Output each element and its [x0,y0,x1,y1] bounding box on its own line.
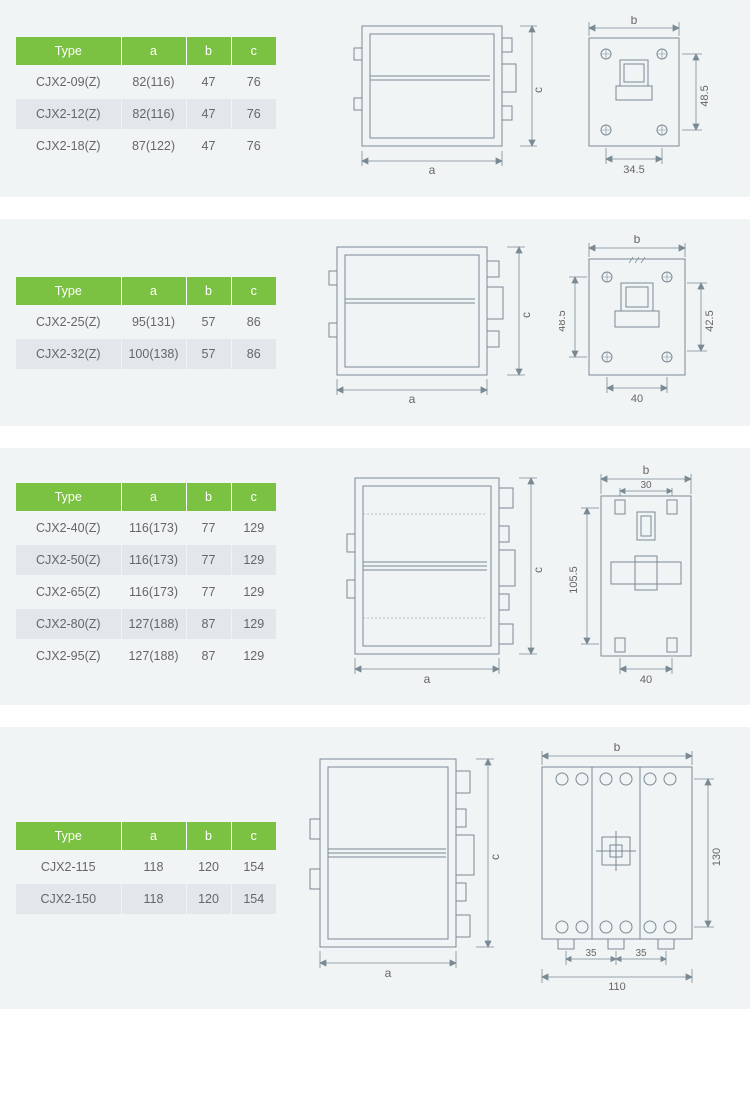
svg-text:35: 35 [585,948,597,959]
table-row: CJX2-40(Z)116(173)77129 [16,512,276,544]
table-row: CJX2-32(Z) 100(138) 57 86 [16,338,276,369]
svg-text:c: c [488,854,502,860]
svg-text:b: b [643,464,650,477]
front-view-diagram: b 48.5 42.5 40 [559,235,734,410]
svg-text:b: b [614,743,621,754]
table-row: CJX2-65(Z)116(173)77129 [16,576,276,608]
col-header-c: c [231,37,276,66]
diagram-group-4: a c [296,743,734,993]
table-row: CJX2-115118120154 [16,851,276,883]
spec-table-2: Type a b c CJX2-25(Z) 95(131) 57 86 CJX2… [16,277,276,369]
svg-text:30: 30 [640,480,652,491]
svg-text:c: c [519,312,533,318]
spec-section-1: Type a b c CJX2-09(Z) 82(116) 47 76 CJX2… [0,0,750,197]
svg-text:a: a [385,966,392,980]
side-view-diagram: a c [342,16,552,181]
front-view-diagram: b 30 105.5 40 [569,464,734,689]
svg-text:35: 35 [635,948,647,959]
spec-section-2: Type a b c CJX2-25(Z) 95(131) 57 86 CJX2… [0,219,750,426]
table-row: CJX2-50(Z)116(173)77129 [16,544,276,576]
svg-text:a: a [424,672,431,686]
table-row: CJX2-95(Z)127(188)87129 [16,640,276,671]
table-row: CJX2-18(Z) 87(122) 47 76 [16,130,276,161]
svg-text:42.5: 42.5 [704,310,716,331]
front-view-diagram: b 48.5 34.5 [574,16,734,181]
table-row: CJX2-150118120154 [16,883,276,914]
spec-table-4: Type a b c CJX2-115118120154 CJX2-150118… [16,822,276,914]
svg-text:40: 40 [631,393,643,405]
svg-text:c: c [531,87,545,93]
table-row: CJX2-09(Z) 82(116) 47 76 [16,66,276,98]
svg-text:34.5: 34.5 [623,164,644,176]
front-view-diagram: b 130 35 35 110 [524,743,734,993]
svg-text:a: a [409,392,416,406]
svg-text:a: a [429,163,436,177]
svg-text:48.5: 48.5 [699,85,711,106]
svg-text:b: b [634,235,641,246]
col-header-a: a [121,37,186,66]
svg-text:40: 40 [640,674,652,686]
svg-text:105.5: 105.5 [569,566,580,594]
svg-text:b: b [631,16,638,27]
col-header-type: Type [16,37,121,66]
spec-table-1: Type a b c CJX2-09(Z) 82(116) 47 76 CJX2… [16,37,276,161]
svg-text:48.5: 48.5 [559,310,568,331]
diagram-group-1: a c [296,16,734,181]
diagram-group-2: a c [296,235,734,410]
side-view-diagram: a c [302,743,502,983]
svg-text:110: 110 [608,981,626,993]
spec-section-3: Type a b c CJX2-40(Z)116(173)77129 CJX2-… [0,448,750,705]
table-row: CJX2-25(Z) 95(131) 57 86 [16,306,276,338]
table-row: CJX2-12(Z) 82(116) 47 76 [16,98,276,130]
spec-section-4: Type a b c CJX2-115118120154 CJX2-150118… [0,727,750,1009]
side-view-diagram: a c [317,235,537,410]
svg-text:c: c [531,567,545,573]
spec-table-3: Type a b c CJX2-40(Z)116(173)77129 CJX2-… [16,483,276,671]
side-view-diagram: a c [337,464,547,689]
svg-text:130: 130 [711,848,723,866]
table-row: CJX2-80(Z)127(188)87129 [16,608,276,640]
col-header-b: b [186,37,231,66]
diagram-group-3: a c b [296,464,734,689]
